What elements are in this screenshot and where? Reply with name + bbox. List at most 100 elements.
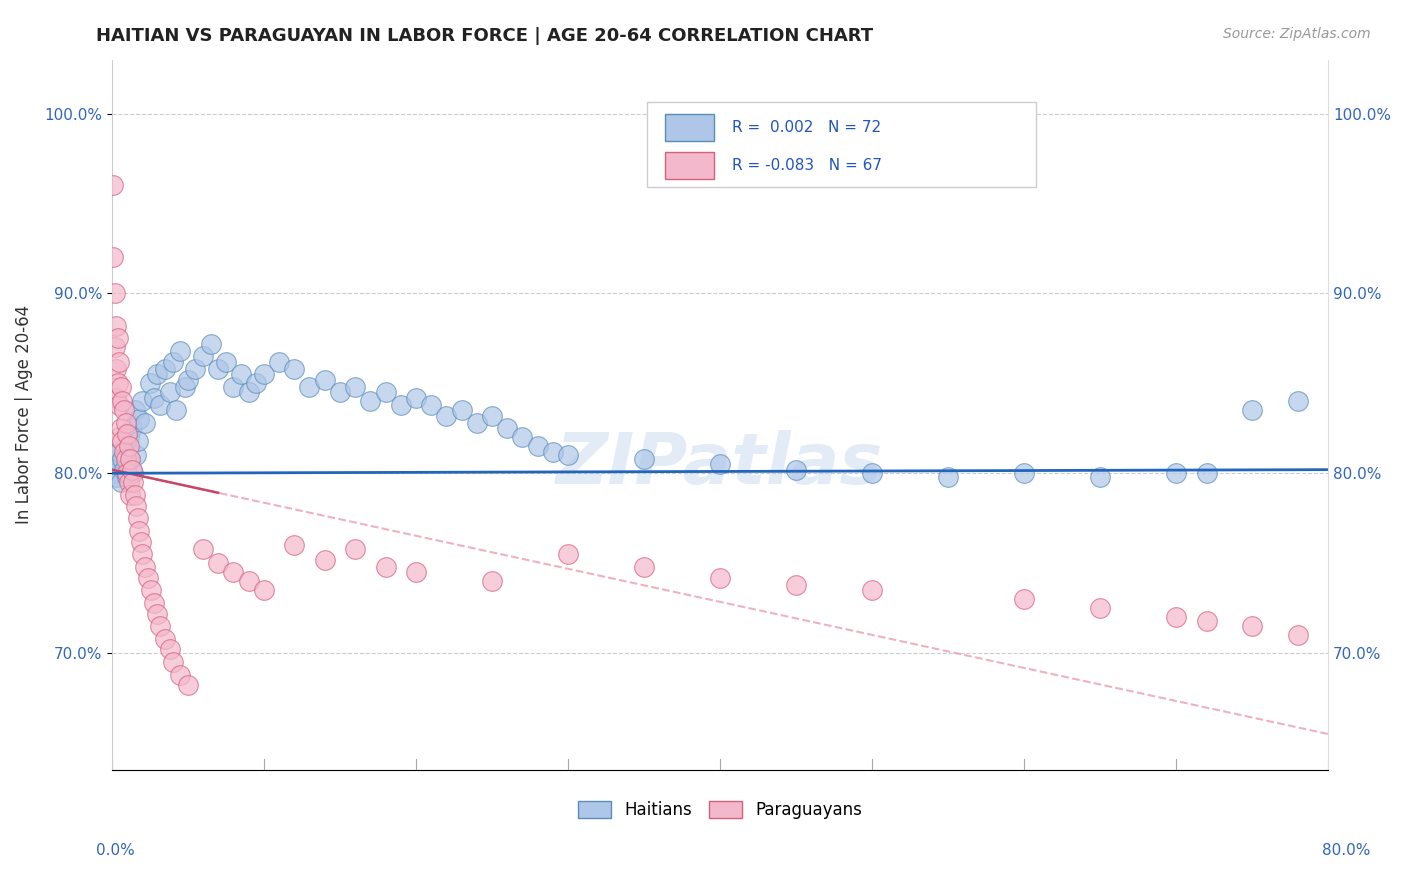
Point	[191, 541, 214, 556]
Point	[110, 475, 132, 490]
Point	[143, 596, 166, 610]
Point	[481, 574, 503, 589]
Point	[104, 286, 127, 301]
Point	[107, 457, 129, 471]
Point	[159, 385, 181, 400]
Point	[117, 439, 139, 453]
Point	[112, 444, 135, 458]
Point	[450, 403, 472, 417]
Point	[253, 583, 276, 598]
Point	[103, 251, 125, 265]
Point	[108, 430, 131, 444]
Point	[159, 642, 181, 657]
FancyBboxPatch shape	[665, 152, 714, 179]
Point	[131, 547, 153, 561]
Point	[114, 416, 136, 430]
Point	[283, 362, 305, 376]
Point	[860, 583, 883, 598]
Point	[1286, 394, 1309, 409]
Point	[115, 470, 138, 484]
Point	[173, 380, 195, 394]
Point	[1012, 467, 1035, 481]
Text: Source: ZipAtlas.com: Source: ZipAtlas.com	[1223, 27, 1371, 41]
Point	[127, 434, 149, 448]
Text: 0.0%: 0.0%	[96, 843, 135, 858]
Point	[1012, 592, 1035, 607]
Point	[709, 457, 731, 471]
Point	[111, 434, 134, 448]
Point	[169, 667, 191, 681]
Point	[107, 376, 129, 391]
Point	[1195, 614, 1218, 628]
Point	[131, 394, 153, 409]
Point	[143, 391, 166, 405]
Point	[127, 511, 149, 525]
Point	[222, 565, 245, 579]
Point	[184, 362, 207, 376]
FancyBboxPatch shape	[647, 103, 1036, 187]
Point	[245, 376, 267, 391]
Point	[465, 416, 488, 430]
Point	[229, 368, 252, 382]
Point	[112, 403, 135, 417]
Point	[104, 448, 127, 462]
Point	[1241, 403, 1264, 417]
Point	[557, 547, 579, 561]
Point	[314, 373, 336, 387]
Point	[121, 463, 143, 477]
Point	[112, 463, 135, 477]
Point	[125, 499, 148, 513]
Point	[267, 355, 290, 369]
Point	[207, 362, 229, 376]
Point	[359, 394, 381, 409]
Point	[105, 391, 128, 405]
Point	[120, 488, 142, 502]
Point	[120, 451, 142, 466]
Point	[1241, 619, 1264, 633]
Point	[215, 355, 238, 369]
Point	[110, 380, 132, 394]
Point	[1164, 467, 1187, 481]
Point	[253, 368, 276, 382]
Point	[122, 467, 145, 481]
Point	[238, 385, 260, 400]
Point	[785, 578, 807, 592]
Point	[117, 475, 139, 490]
Point	[1164, 610, 1187, 624]
Text: R = -0.083   N = 67: R = -0.083 N = 67	[733, 158, 882, 173]
Point	[162, 655, 184, 669]
Point	[344, 380, 367, 394]
Point	[1195, 467, 1218, 481]
Text: ZIPatlas: ZIPatlas	[557, 430, 884, 499]
Point	[1088, 601, 1111, 615]
Point	[134, 559, 156, 574]
Point	[177, 373, 200, 387]
Point	[238, 574, 260, 589]
Point	[104, 340, 127, 354]
Point	[128, 524, 150, 538]
Point	[496, 421, 519, 435]
Y-axis label: In Labor Force | Age 20-64: In Labor Force | Age 20-64	[15, 305, 32, 524]
FancyBboxPatch shape	[665, 114, 714, 141]
Point	[105, 318, 128, 333]
Point	[117, 430, 139, 444]
Point	[120, 451, 142, 466]
Point	[149, 619, 172, 633]
Point	[374, 559, 396, 574]
Point	[122, 475, 145, 490]
Point	[153, 632, 176, 646]
Point	[785, 463, 807, 477]
Point	[420, 398, 443, 412]
Point	[108, 355, 131, 369]
Point	[111, 394, 134, 409]
Point	[709, 570, 731, 584]
Point	[134, 416, 156, 430]
Point	[108, 444, 131, 458]
Text: HAITIAN VS PARAGUAYAN IN LABOR FORCE | AGE 20-64 CORRELATION CHART: HAITIAN VS PARAGUAYAN IN LABOR FORCE | A…	[96, 27, 873, 45]
Point	[374, 385, 396, 400]
Point	[128, 412, 150, 426]
Point	[541, 444, 564, 458]
Point	[114, 451, 136, 466]
Point	[115, 467, 138, 481]
Point	[860, 467, 883, 481]
